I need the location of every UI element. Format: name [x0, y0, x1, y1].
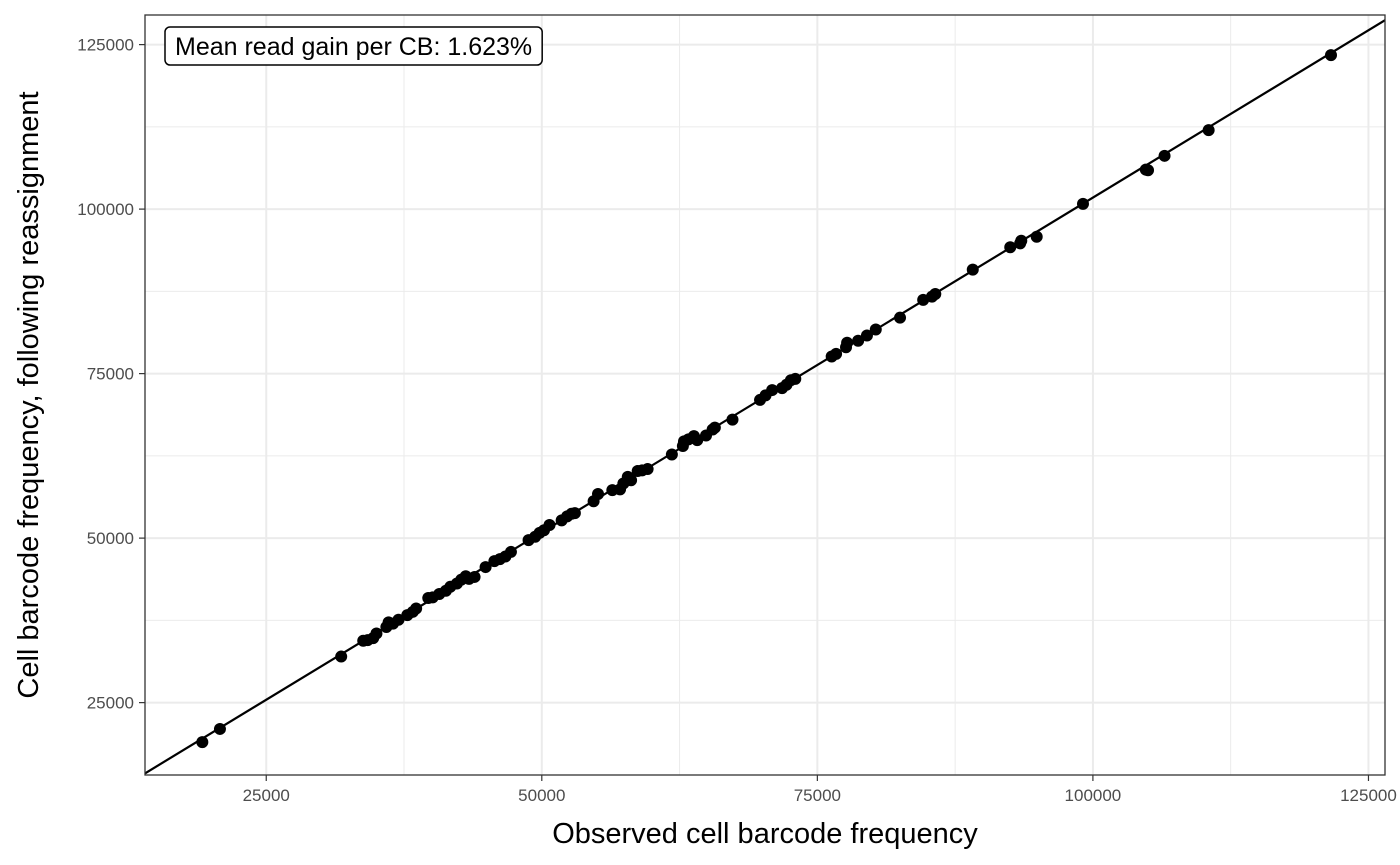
x-tick-label: 25000 — [243, 786, 290, 805]
y-axis-ticks: 25000 50000 75000 100000 125000 — [77, 36, 145, 713]
x-tick-label: 125000 — [1340, 786, 1397, 805]
y-tick-label: 50000 — [87, 529, 134, 548]
data-point — [726, 413, 739, 426]
identity-reference-line — [145, 19, 1385, 775]
y-axis-title: Cell barcode frequency, following reassi… — [13, 91, 45, 698]
y-tick-label: 100000 — [77, 200, 134, 219]
panel-border — [144, 14, 1386, 776]
annotation-box: Mean read gain per CB: 1.623% — [164, 26, 543, 66]
x-axis-ticks: 25000 50000 75000 100000 125000 — [243, 775, 1397, 805]
y-tick-label: 25000 — [87, 694, 134, 713]
x-tick-label: 75000 — [794, 786, 841, 805]
y-tick-label: 125000 — [77, 36, 134, 55]
data-point — [894, 311, 907, 324]
annotation-text: Mean read gain per CB: 1.623% — [175, 33, 532, 61]
data-point — [196, 736, 209, 749]
annotation-box-frame — [164, 26, 543, 66]
y-tick-label: 75000 — [87, 365, 134, 384]
x-tick-label: 50000 — [518, 786, 565, 805]
x-axis-title: Observed cell barcode frequency — [552, 818, 978, 850]
x-tick-label: 100000 — [1065, 786, 1122, 805]
data-point — [1202, 124, 1215, 137]
data-point — [543, 518, 556, 531]
data-point — [1142, 164, 1155, 177]
grid-lines — [145, 15, 1385, 775]
